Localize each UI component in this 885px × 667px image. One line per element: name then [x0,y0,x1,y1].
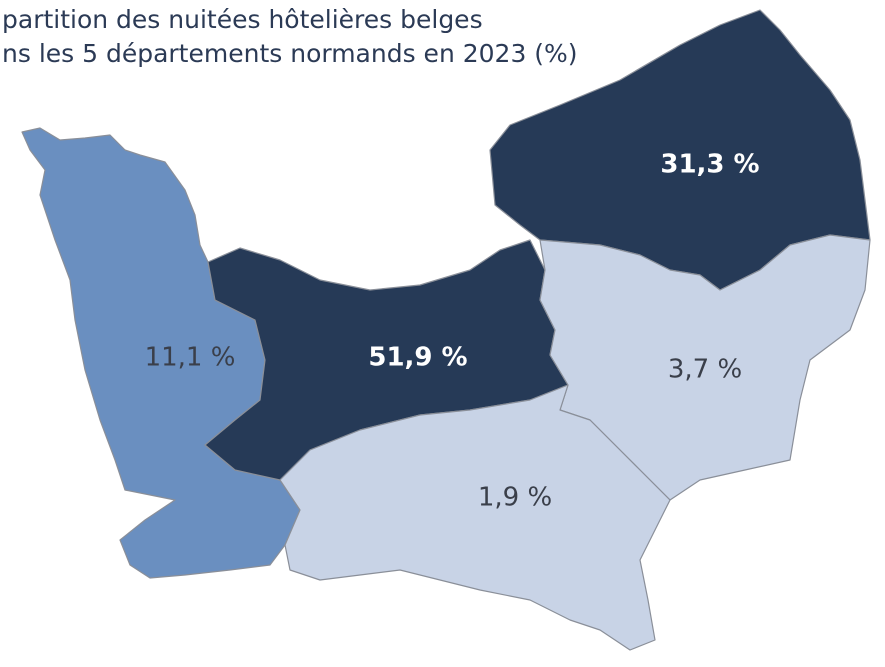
title-line: ns les 5 départements normands en 2023 (… [2,39,578,68]
region-label: 31,3 % [660,150,759,180]
regions [21,9,871,651]
region-label: 51,9 % [368,343,467,373]
region [539,234,871,501]
region [279,384,671,651]
labels: 11,1 % 51,9 % 31,3 % 3,7 % 1,9 % [145,150,760,513]
region-label: 3,7 % [668,355,742,385]
region-label: 11,1 % [145,343,236,373]
title-line: partition des nuitées hôtelières belges [2,5,483,34]
region-label: 1,9 % [478,483,552,513]
